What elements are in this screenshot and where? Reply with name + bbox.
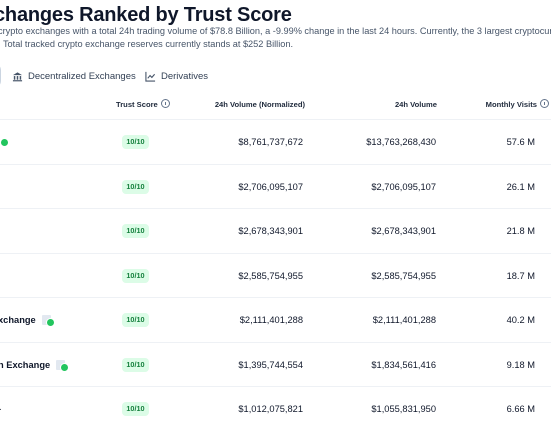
column-header-24h-volume[interactable]: 24h Volume (394, 100, 437, 109)
exchange-name-cell[interactable]: - (0, 387, 1, 431)
info-icon[interactable] (540, 99, 549, 108)
trust-score-badge: 10/10 (122, 224, 149, 238)
column-header-volume-normalized[interactable]: 24h Volume (Normalized) (214, 100, 305, 109)
trust-score-badge: 10/10 (122, 268, 149, 283)
verified-check-icon (45, 318, 55, 327)
monthly-visits-value: 9.18 M (506, 359, 535, 370)
tab-derivatives[interactable]: Derivatives (145, 64, 208, 88)
volume-normalized-value: $2,678,343,901 (238, 226, 303, 236)
volume-value: $2,706,095,107 (371, 181, 436, 192)
table-row[interactable]: n Exchange 10/10 $1,395,744,554 $1,834,5… (0, 341, 551, 387)
trust-score-badge: 10/10 (122, 135, 149, 149)
verified-check-icon (0, 137, 9, 147)
exchange-name[interactable]: n Exchange (0, 359, 51, 370)
monthly-visits-value: 26.1 M (506, 181, 535, 192)
tab-active-edge[interactable] (0, 64, 1, 87)
volume-normalized-value: $2,111,401,288 (239, 315, 303, 325)
table-row[interactable]: 10/10 $8,761,737,672 $13,763,268,430 57.… (0, 119, 551, 163)
exchange-type-tabs: Decentralized Exchanges Derivatives (0, 64, 260, 88)
tab-label: Derivatives (161, 70, 208, 82)
page-description-line-2: . Total tracked crypto exchange reserves… (0, 39, 294, 49)
tab-label: Decentralized Exchanges (28, 70, 136, 82)
exchange-name[interactable]: - (0, 404, 1, 414)
exchange-name-cell[interactable]: n Exchange (0, 343, 70, 387)
trust-score-badge: 10/10 (122, 179, 149, 194)
table-row[interactable]: 10/10 $2,585,754,955 $2,585,754,955 18.7… (0, 252, 551, 297)
volume-value: $1,055,831,950 (371, 404, 436, 414)
volume-normalized-value: $8,761,737,672 (238, 137, 303, 147)
column-header-monthly-visits[interactable]: Monthly Visits (486, 96, 549, 114)
line-chart-icon (145, 71, 156, 82)
page-description-line-1: crypto exchanges with a total 24h tradin… (0, 26, 551, 36)
volume-value: $13,763,268,430 (366, 137, 436, 147)
volume-value: $1,834,561,416 (371, 359, 436, 370)
bank-icon (12, 71, 23, 81)
tab-decentralized-exchanges[interactable]: Decentralized Exchanges (12, 64, 136, 88)
exchange-name-cell[interactable] (0, 120, 9, 164)
volume-value: $2,585,754,955 (371, 270, 436, 281)
volume-normalized-value: $1,395,744,554 (238, 359, 303, 370)
verified-check-icon (60, 362, 70, 372)
exchange-name[interactable]: xchange (0, 315, 36, 325)
exchange-name-cell[interactable]: xchange (0, 298, 55, 342)
volume-normalized-value: $1,012,075,821 (238, 404, 303, 414)
column-header-label: Monthly Visits (485, 100, 537, 109)
volume-value: $2,678,343,901 (371, 226, 436, 236)
monthly-visits-value: 6.66 M (506, 404, 535, 414)
volume-normalized-value: $2,585,754,955 (238, 270, 303, 281)
monthly-visits-value: 40.2 M (506, 315, 535, 325)
monthly-visits-value: 21.8 M (506, 226, 535, 236)
table-header: Trust Score 24h Volume (Normalized) 24h … (0, 96, 551, 114)
volume-normalized-value: $2,706,095,107 (238, 181, 303, 192)
table-row[interactable]: 10/10 $2,706,095,107 $2,706,095,107 26.1… (0, 163, 551, 208)
volume-value: $2,111,401,288 (372, 315, 436, 325)
column-header-trust-score[interactable]: Trust Score (116, 96, 170, 114)
info-icon[interactable] (160, 99, 170, 108)
page-title: changes Ranked by Trust Score (0, 4, 292, 26)
trust-score-badge: 10/10 (122, 357, 149, 372)
column-header-label: Trust Score (116, 100, 158, 109)
proof-of-reserves-icon[interactable] (41, 315, 55, 327)
table-row[interactable]: 10/10 $2,678,343,901 $2,678,343,901 21.8… (0, 208, 551, 252)
proof-of-reserves-icon[interactable] (56, 359, 70, 372)
monthly-visits-value: 57.6 M (506, 137, 535, 147)
table-row[interactable]: xchange 10/10 $2,111,401,288 $2,111,401,… (0, 297, 551, 341)
trust-score-badge: 10/10 (122, 313, 149, 327)
trust-score-badge: 10/10 (122, 402, 149, 416)
table-row[interactable]: - 10/10 $1,012,075,821 $1,055,831,950 6.… (0, 386, 551, 430)
monthly-visits-value: 18.7 M (506, 270, 535, 281)
